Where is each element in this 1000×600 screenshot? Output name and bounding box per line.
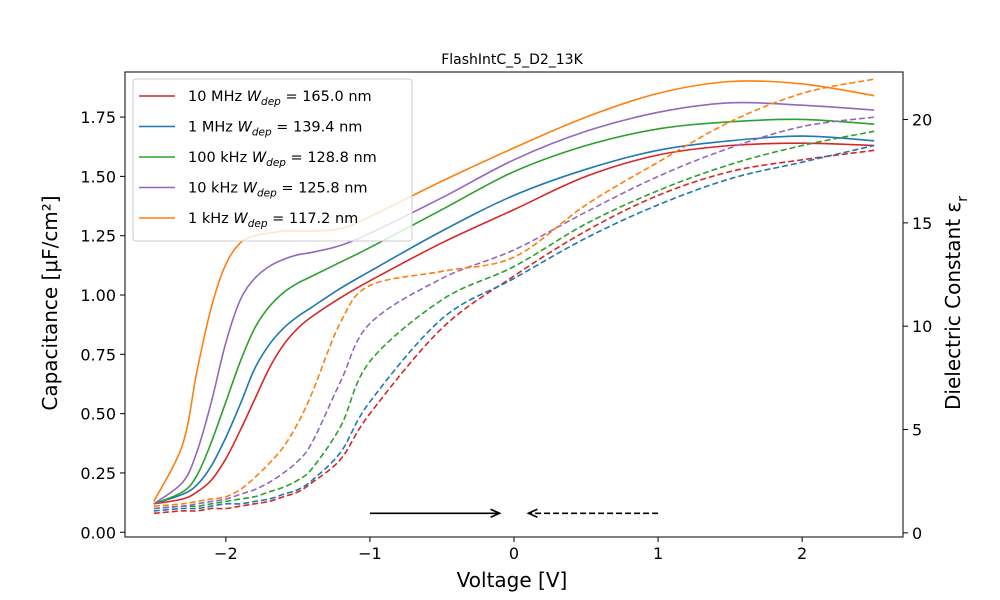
y-right-tick-label: 10 xyxy=(912,317,932,336)
y-left-tick-label: 1.00 xyxy=(80,286,116,305)
legend-series-name: 10 kHz xyxy=(188,181,243,197)
y-left-tick-label: 1.25 xyxy=(80,227,116,246)
legend-series-name: 10 MHz xyxy=(188,89,247,105)
series-line-1-reverse xyxy=(153,144,875,512)
y-left-tick-label: 0.00 xyxy=(80,523,116,542)
x-tick-label: 1 xyxy=(653,544,663,563)
chart-title: FlashIntC_5_D2_13K xyxy=(441,52,583,68)
y-right-tick-label: 0 xyxy=(912,524,922,543)
y-axis-right-label-group: Dielectric Constant εr xyxy=(941,196,971,410)
y-left-tick-label: 0.25 xyxy=(80,464,116,483)
legend-wdep-subscript: dep xyxy=(257,188,277,200)
arrow-solid-head xyxy=(490,508,502,519)
series-layer xyxy=(153,78,875,515)
y-right-tick-label: 5 xyxy=(912,421,922,440)
legend-wdep-value: = 125.8 nm xyxy=(277,181,368,197)
x-tick-label: 2 xyxy=(797,544,807,563)
legend-wdep-value: = 165.0 nm xyxy=(281,89,372,105)
y-left-tick-label: 1.50 xyxy=(80,167,116,186)
x-tick-label: −2 xyxy=(214,544,238,563)
y-right-tick-label: 20 xyxy=(912,111,932,130)
legend-entry: 10 MHz Wdep = 165.0 nm xyxy=(188,89,372,108)
legend-wdep-symbol: W xyxy=(233,211,248,227)
legend-wdep-subscript: dep xyxy=(252,127,272,139)
y-left-tick-label: 1.75 xyxy=(80,108,116,127)
legend-series-name: 1 MHz xyxy=(188,120,237,136)
y-axis-right-label: Dielectric Constant εr xyxy=(941,196,971,410)
x-tick-label: −1 xyxy=(358,544,382,563)
series-line-2-reverse xyxy=(153,130,875,510)
legend-wdep-symbol: W xyxy=(252,150,267,166)
annotation-layer xyxy=(369,508,659,519)
y-right-tick-label: 15 xyxy=(912,214,932,233)
legend-wdep-value: = 128.8 nm xyxy=(286,150,377,166)
series-line-0-reverse xyxy=(153,149,875,515)
x-tick-label: 0 xyxy=(509,544,519,563)
series-line-1-forward xyxy=(153,135,875,505)
legend-series-name: 1 kHz xyxy=(188,211,233,227)
legend-box xyxy=(132,78,413,242)
y-axis-left: 0.00 0.25 0.50 0.75 1.00 1.25 1.50 1.75 xyxy=(80,108,125,542)
y-axis-left-label: Capacitance [μF/cm²] xyxy=(38,195,62,410)
legend-entry: 100 kHz Wdep = 128.8 nm xyxy=(188,150,377,169)
y-left-tick-label: 0.75 xyxy=(80,345,116,364)
legend-wdep-value: = 139.4 nm xyxy=(272,120,363,136)
x-axis: −2 −1 0 1 2 xyxy=(214,537,807,563)
y-left-tick-label: 0.50 xyxy=(80,405,116,424)
y-axis-right-label-main: Dielectric Constant ε xyxy=(941,202,965,410)
y-axis-right: 0 5 10 15 20 xyxy=(903,111,932,543)
x-axis-label: Voltage [V] xyxy=(457,568,568,592)
legend-wdep-subscript: dep xyxy=(261,96,281,108)
plot-area xyxy=(153,78,875,519)
legend-wdep-symbol: W xyxy=(247,89,262,105)
legend-entry: 10 kHz Wdep = 125.8 nm xyxy=(188,181,368,200)
y-axis-right-label-sub: r xyxy=(955,196,971,202)
legend-series-name: 100 kHz xyxy=(188,150,252,166)
legend-wdep-subscript: dep xyxy=(248,218,268,230)
series-line-0-forward xyxy=(153,142,875,505)
series-line-3-reverse xyxy=(153,116,875,510)
arrow-dashed-head xyxy=(526,508,538,519)
legend-entry: 1 MHz Wdep = 139.4 nm xyxy=(188,120,362,139)
legend-wdep-subscript: dep xyxy=(266,157,286,169)
series-line-4-reverse xyxy=(153,78,875,507)
series-line-3-forward xyxy=(153,101,875,505)
legend: 10 MHz Wdep = 165.0 nm 1 MHz Wdep = 139.4… xyxy=(132,78,413,242)
legend-entry: 1 kHz Wdep = 117.2 nm xyxy=(188,211,358,230)
legend-wdep-symbol: W xyxy=(237,120,252,136)
series-line-2-forward xyxy=(153,118,875,505)
legend-wdep-symbol: W xyxy=(243,181,258,197)
legend-wdep-value: = 117.2 nm xyxy=(268,211,359,227)
